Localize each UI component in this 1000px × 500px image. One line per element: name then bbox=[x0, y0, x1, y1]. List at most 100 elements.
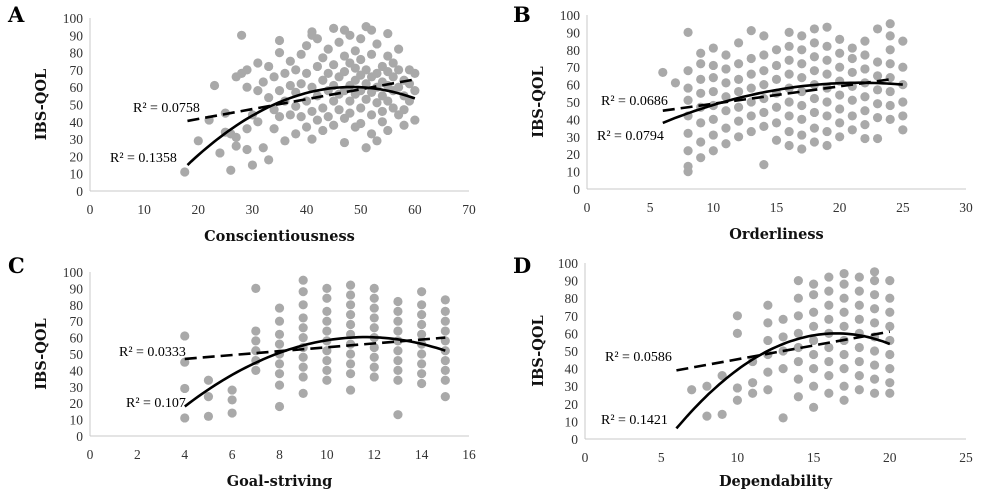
data-point bbox=[307, 30, 317, 40]
data-point bbox=[440, 346, 450, 356]
data-point bbox=[809, 307, 819, 317]
data-point bbox=[721, 64, 731, 74]
data-point bbox=[797, 86, 807, 97]
data-point bbox=[274, 380, 285, 390]
y-tick-label: 40 bbox=[567, 112, 581, 127]
x-tick-label: 0 bbox=[584, 200, 591, 215]
data-point bbox=[274, 86, 285, 96]
data-point bbox=[251, 336, 261, 346]
y-tick-label: 70 bbox=[565, 309, 579, 324]
linear-r-squared-label: R² = 0.0586 bbox=[605, 350, 672, 365]
data-point bbox=[372, 68, 382, 78]
quadratic-fit-curve bbox=[186, 85, 416, 167]
data-point bbox=[329, 23, 339, 33]
data-point bbox=[312, 61, 322, 72]
data-point bbox=[274, 48, 285, 58]
x-tick-label: 15 bbox=[770, 200, 784, 215]
data-point bbox=[369, 352, 379, 362]
data-point bbox=[318, 75, 328, 85]
data-point bbox=[854, 371, 864, 381]
data-point bbox=[784, 55, 794, 65]
data-point bbox=[322, 316, 332, 326]
data-point bbox=[721, 139, 731, 149]
data-point bbox=[759, 121, 769, 131]
data-point bbox=[784, 27, 794, 37]
data-point bbox=[854, 314, 864, 324]
data-point bbox=[839, 293, 849, 303]
data-point bbox=[839, 395, 849, 405]
y-tick-label: 0 bbox=[573, 182, 580, 197]
data-point bbox=[393, 365, 403, 375]
data-point bbox=[369, 293, 379, 303]
data-point bbox=[251, 365, 261, 375]
data-point bbox=[334, 37, 344, 47]
data-point bbox=[771, 60, 782, 71]
data-point bbox=[835, 34, 845, 44]
data-point bbox=[822, 126, 832, 137]
data-point bbox=[771, 45, 782, 55]
data-point bbox=[280, 136, 290, 146]
data-point bbox=[869, 276, 880, 286]
data-point bbox=[771, 74, 782, 84]
data-point bbox=[839, 381, 849, 391]
data-point bbox=[734, 116, 744, 126]
data-point bbox=[809, 52, 820, 62]
y-tick-label: 40 bbox=[70, 363, 84, 378]
data-point bbox=[885, 114, 895, 124]
data-point bbox=[822, 111, 832, 121]
data-point bbox=[721, 106, 731, 116]
data-point bbox=[274, 359, 285, 369]
x-tick-label: 10 bbox=[137, 202, 151, 217]
y-tick-label: 60 bbox=[70, 331, 84, 346]
data-point bbox=[683, 146, 693, 156]
linear-r-squared-label: R² = 0.0686 bbox=[601, 94, 668, 109]
data-point bbox=[696, 137, 706, 147]
data-point bbox=[291, 129, 301, 139]
data-point bbox=[670, 78, 681, 88]
y-tick-label: 50 bbox=[70, 98, 84, 113]
data-point bbox=[885, 349, 895, 360]
x-tick-label: 0 bbox=[582, 450, 589, 465]
data-point bbox=[809, 38, 820, 48]
data-point bbox=[809, 364, 819, 374]
data-point bbox=[393, 375, 403, 385]
data-point bbox=[369, 283, 379, 293]
data-point bbox=[872, 71, 883, 81]
y-tick-label: 20 bbox=[70, 396, 84, 411]
x-tick-label: 10 bbox=[707, 200, 721, 215]
data-point bbox=[746, 111, 756, 121]
data-point bbox=[339, 51, 350, 61]
data-point bbox=[388, 72, 398, 82]
x-tick-label: 12 bbox=[368, 447, 382, 462]
quadratic-r-squared-label: R² = 0.0794 bbox=[597, 129, 664, 144]
y-tick-label: 40 bbox=[70, 115, 84, 130]
data-point bbox=[345, 319, 356, 330]
data-point bbox=[322, 283, 332, 293]
data-point bbox=[323, 44, 333, 54]
data-point bbox=[369, 323, 379, 333]
data-point bbox=[383, 96, 393, 106]
data-point bbox=[440, 316, 450, 326]
data-point bbox=[759, 31, 769, 41]
data-point bbox=[298, 323, 308, 333]
y-tick-label: 20 bbox=[70, 149, 84, 164]
data-point bbox=[763, 300, 773, 310]
y-tick-label: 100 bbox=[63, 265, 84, 280]
linear-fit-line bbox=[187, 78, 416, 123]
data-point bbox=[683, 66, 693, 76]
data-point bbox=[318, 53, 328, 63]
data-point bbox=[771, 102, 782, 112]
data-point bbox=[393, 355, 403, 366]
data-point bbox=[247, 160, 258, 170]
data-point bbox=[809, 279, 819, 289]
y-tick-label: 60 bbox=[70, 80, 84, 95]
data-point bbox=[734, 59, 744, 69]
data-point bbox=[274, 401, 285, 412]
x-axis-title: Conscientiousness bbox=[204, 228, 355, 245]
data-point bbox=[350, 63, 360, 73]
data-point bbox=[369, 342, 379, 353]
data-point bbox=[793, 374, 803, 384]
data-point bbox=[797, 45, 807, 55]
data-point bbox=[274, 339, 285, 349]
data-point bbox=[784, 41, 794, 51]
